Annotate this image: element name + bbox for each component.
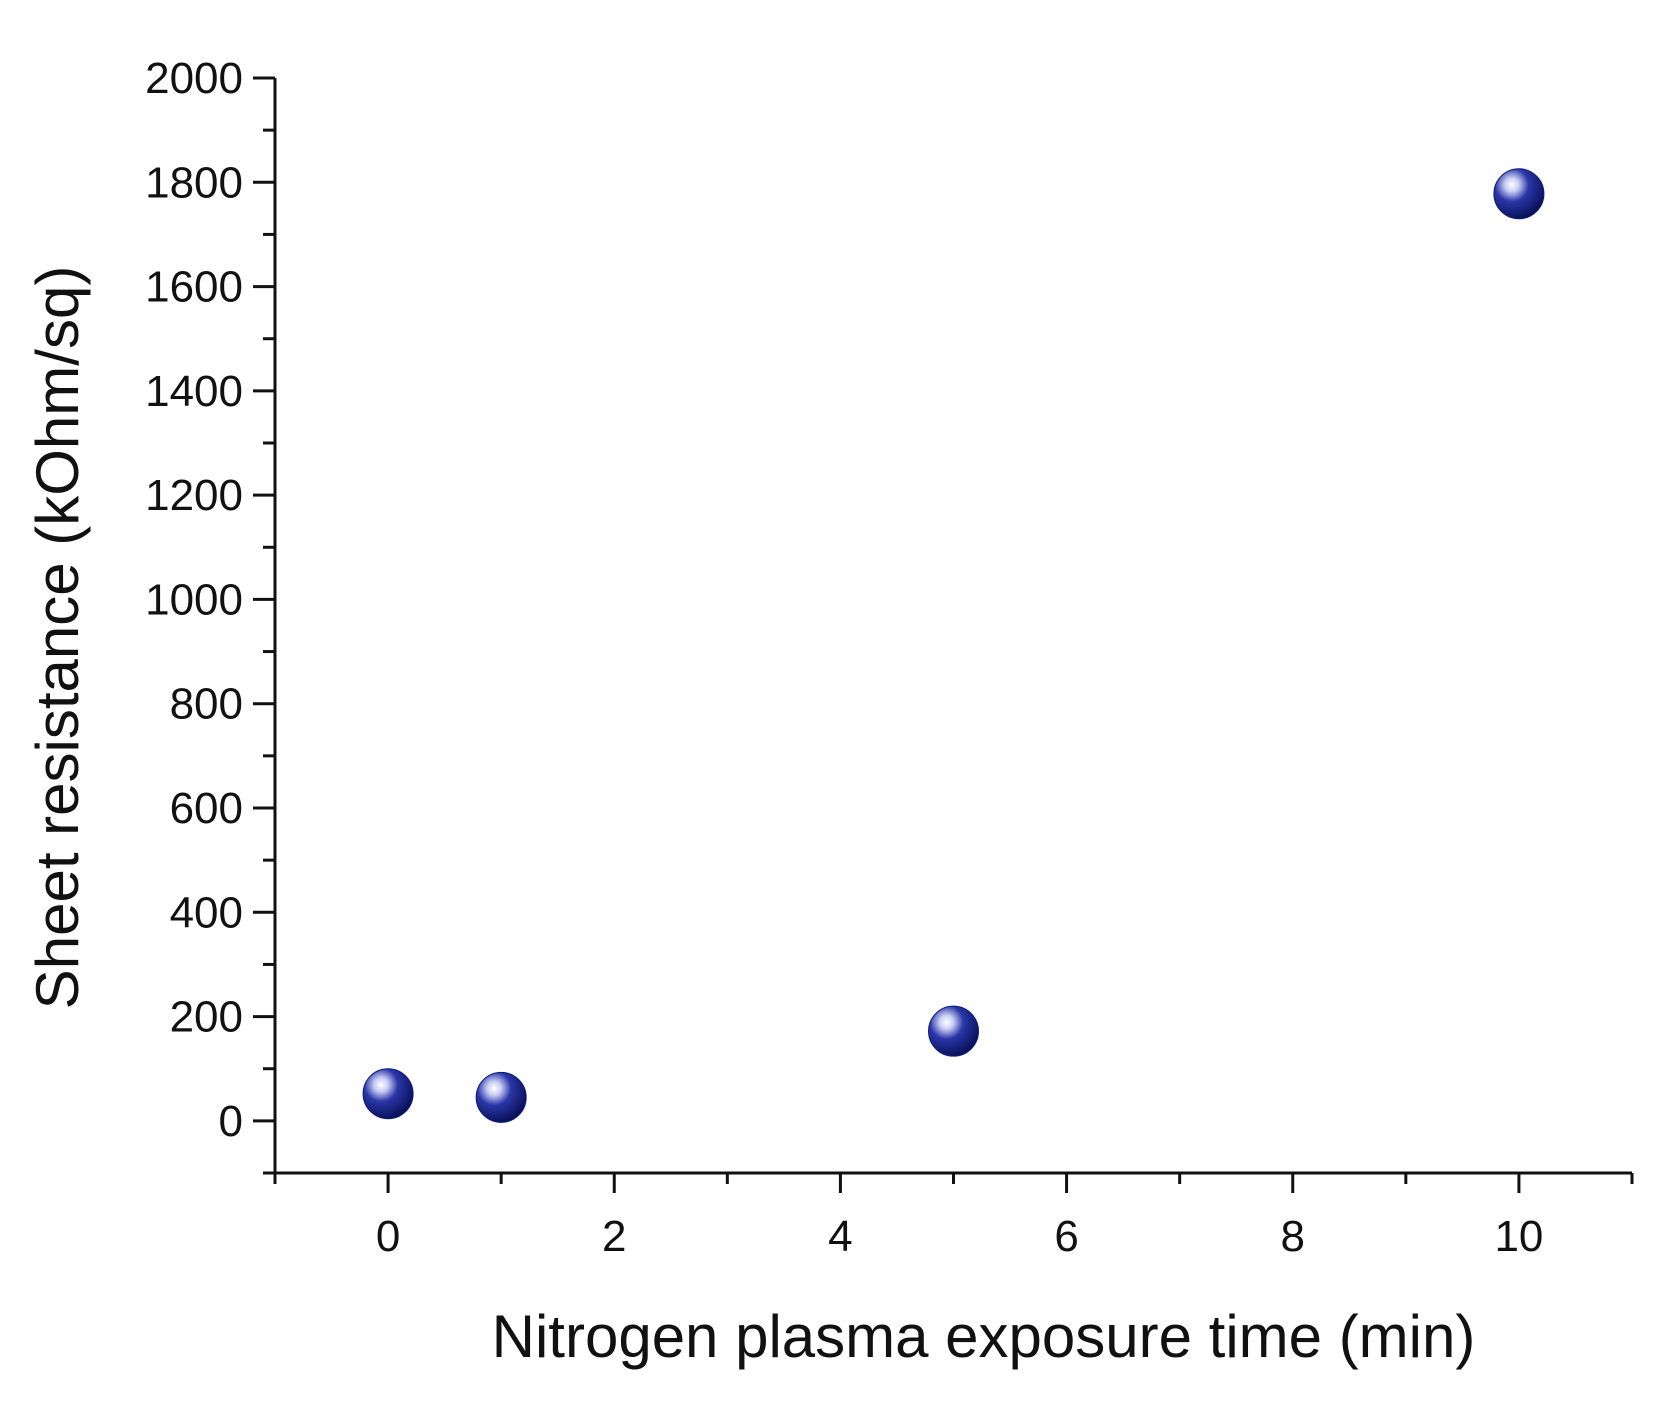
y-axis-title: Sheet resistance (kOhm/sq) [24, 266, 91, 1010]
y-tick-label: 1200 [145, 471, 243, 520]
y-tick-label: 2000 [145, 54, 243, 103]
y-axis-ticks: 0 200 400 600 800 1000 1200 1400 1600 1800 2000 [145, 54, 275, 1175]
y-tick-label: 1600 [145, 263, 243, 312]
y-tick-label: 600 [170, 784, 243, 833]
x-axis-ticks: 0 2 4 6 8 10 [273, 1173, 1634, 1261]
y-tick-label: 1400 [145, 367, 243, 416]
x-tick-label: 4 [828, 1212, 852, 1261]
data-point [362, 1068, 414, 1120]
y-tick-label: 0 [219, 1097, 243, 1146]
x-axis-title: Nitrogen plasma exposure time (min) [492, 1303, 1476, 1370]
y-tick-label: 200 [170, 993, 243, 1042]
y-tick-label: 400 [170, 888, 243, 937]
x-tick-label: 8 [1281, 1212, 1305, 1261]
plot-area: 0 200 400 600 800 1000 1200 1400 1600 1800 2000 0 2… [145, 54, 1634, 1261]
x-tick-label: 0 [376, 1212, 400, 1261]
data-point [1493, 168, 1545, 220]
y-tick-label: 1000 [145, 575, 243, 624]
x-tick-label: 2 [602, 1212, 626, 1261]
y-tick-label: 1800 [145, 158, 243, 207]
data-point [928, 1005, 979, 1057]
data-points [362, 168, 1545, 1123]
data-point [475, 1071, 527, 1123]
x-tick-label: 10 [1494, 1212, 1543, 1261]
x-tick-label: 6 [1054, 1212, 1078, 1261]
y-tick-label: 800 [170, 680, 243, 729]
